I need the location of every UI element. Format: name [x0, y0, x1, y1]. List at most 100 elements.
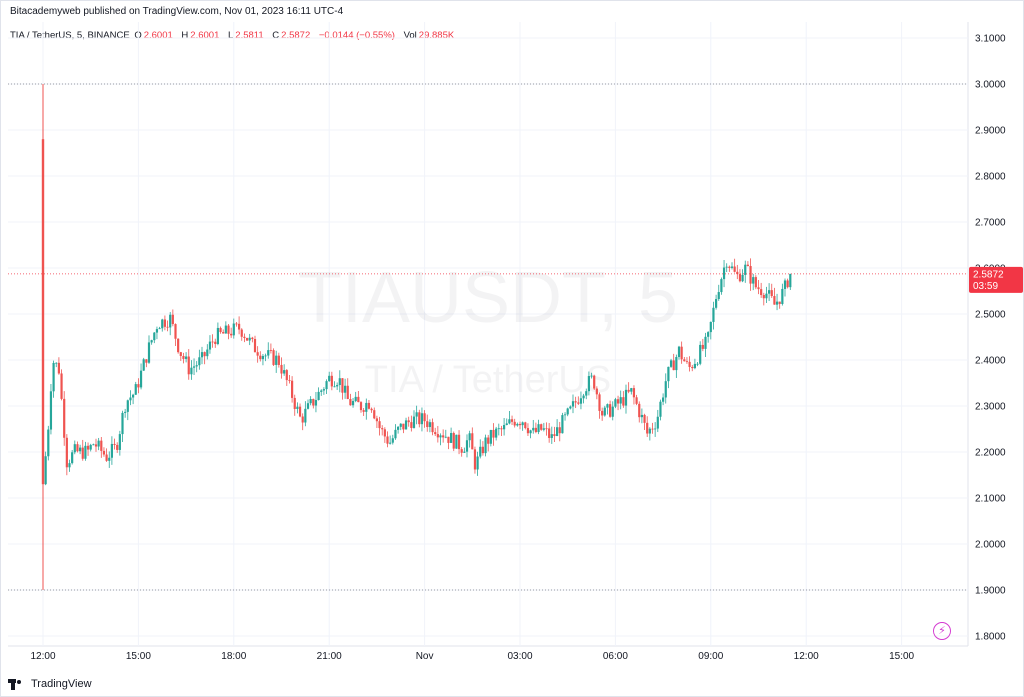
candle-body	[715, 299, 718, 308]
candle-body	[373, 410, 376, 419]
legend-close-value: 2.5872	[281, 30, 311, 41]
candle-body	[235, 323, 238, 325]
candle-body	[677, 346, 681, 358]
candle-body	[656, 416, 659, 429]
candle-body	[545, 428, 548, 430]
candle-body	[500, 428, 503, 430]
y-tick-label: 2.3000	[975, 402, 1006, 413]
candle-body	[524, 422, 527, 429]
candle-body	[683, 359, 686, 362]
candle-body	[341, 378, 344, 393]
candle-body	[606, 404, 609, 408]
candle-body	[630, 388, 633, 392]
candle-body	[733, 266, 736, 272]
candle-body	[436, 434, 439, 438]
candle-body	[789, 273, 792, 288]
legend-high-label: H	[181, 30, 189, 41]
candle-body	[328, 375, 331, 382]
candle-body	[693, 363, 696, 369]
x-tick-label: 15:00	[126, 651, 151, 662]
candle-body	[420, 413, 424, 425]
candle-body	[442, 435, 445, 438]
candle-body	[471, 433, 474, 450]
candle-body	[768, 290, 771, 294]
candle-body	[113, 443, 116, 445]
candle-body	[447, 436, 450, 443]
legend-low-value: 2.5811	[235, 30, 264, 41]
candle-body	[643, 414, 646, 423]
footer-brand: TradingView	[31, 678, 92, 690]
candle-body	[497, 428, 500, 430]
candle-body	[79, 447, 82, 452]
candle-body	[537, 424, 540, 433]
candle-body	[569, 406, 572, 409]
candle-body	[190, 367, 193, 375]
candle-body	[259, 355, 262, 360]
candle-body	[603, 407, 606, 416]
candle-body	[171, 314, 174, 325]
candle-body	[563, 414, 567, 416]
candle-body	[150, 340, 153, 343]
candle-body	[457, 434, 461, 450]
y-tick-label: 2.5000	[975, 310, 1006, 321]
candle-body	[688, 361, 691, 367]
candle-body	[707, 332, 710, 337]
candle-body	[76, 444, 79, 452]
candle-body	[505, 423, 508, 425]
legend-symbol[interactable]: TIA / TetherUS, 5, BINANCE	[10, 30, 130, 41]
candle-body	[465, 440, 469, 452]
candle-body	[192, 366, 196, 368]
candle-body	[92, 444, 95, 446]
legend-high-value: 2.6001	[190, 30, 220, 41]
candle-body	[264, 355, 267, 357]
candle-body	[516, 423, 519, 426]
candle-body	[174, 324, 177, 339]
candle-body	[722, 267, 726, 280]
candle-body	[532, 427, 535, 431]
candle-body	[105, 454, 108, 461]
candle-body	[638, 403, 641, 418]
candle-body	[269, 350, 272, 351]
candle-body	[741, 274, 744, 282]
candle-body	[757, 287, 760, 290]
candle-body	[624, 389, 628, 406]
candle-body	[283, 370, 286, 374]
candle-body	[248, 337, 251, 341]
candle-body	[198, 357, 201, 366]
candle-body	[206, 349, 209, 357]
candle-body	[147, 342, 151, 363]
candle-body	[359, 402, 363, 411]
published-header: Bitacademyweb published on TradingView.c…	[10, 6, 344, 17]
candle-body	[540, 424, 543, 430]
candle-body	[161, 319, 164, 329]
candle-body	[245, 337, 249, 341]
x-tick-label: 18:00	[221, 651, 246, 662]
legend-close-label: C	[272, 30, 280, 41]
candle-body	[632, 388, 636, 398]
candle-body	[407, 420, 410, 423]
candle-body	[280, 364, 283, 374]
candle-body	[277, 355, 280, 365]
candle-body	[301, 416, 304, 423]
candle-body	[216, 327, 219, 345]
x-tick-label: 12:00	[794, 651, 819, 662]
y-tick-label: 2.4000	[975, 356, 1006, 367]
watermark-subtitle: TIA / TetherUS	[365, 359, 611, 401]
candle-body	[256, 352, 259, 356]
candle-body	[118, 434, 121, 450]
candle-body	[542, 428, 545, 430]
candle-body	[357, 396, 360, 403]
candle-body	[548, 428, 551, 438]
candle-body	[664, 381, 667, 398]
candle-body	[489, 429, 492, 444]
candle-body	[230, 333, 233, 336]
candle-body	[298, 406, 302, 417]
candle-body	[137, 384, 140, 388]
candle-body	[391, 438, 394, 443]
candle-body	[333, 386, 336, 388]
lightning-icon[interactable]: ⚡	[933, 622, 951, 640]
candle-body	[510, 419, 514, 422]
candle-body	[404, 420, 408, 430]
last-price-label: 2.5872	[973, 269, 1004, 280]
